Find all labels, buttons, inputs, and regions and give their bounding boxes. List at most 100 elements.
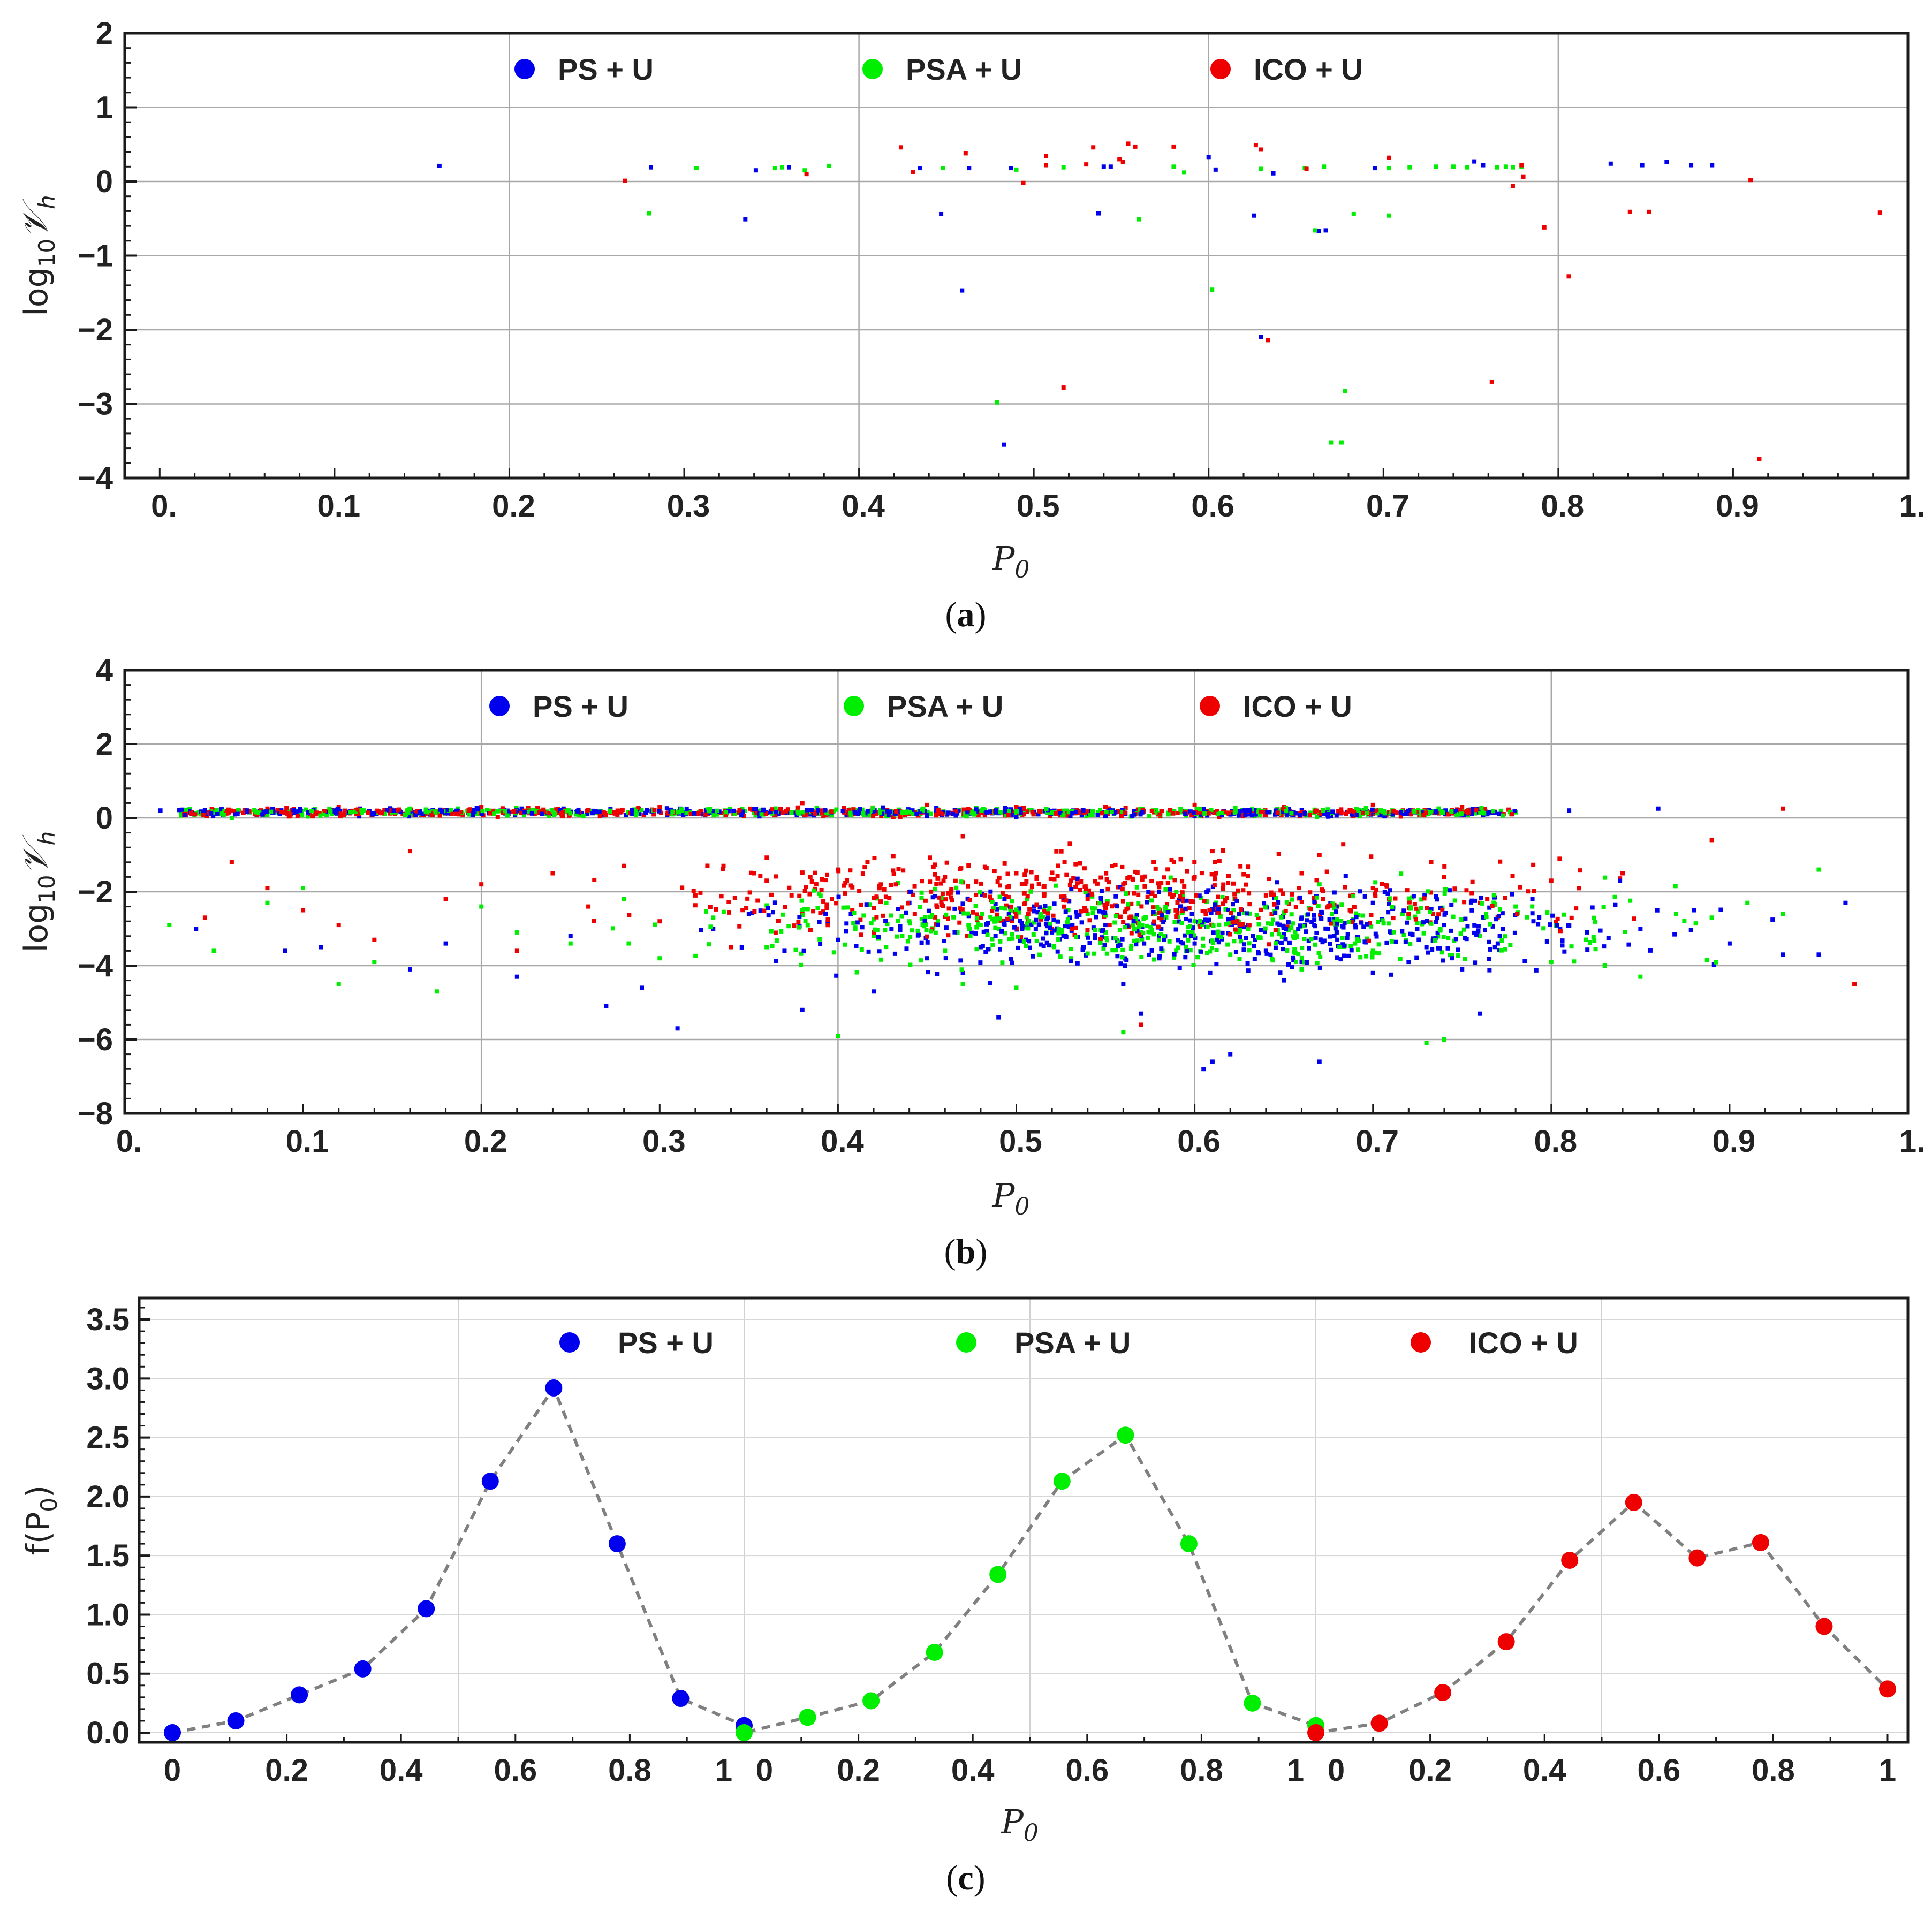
scatter-point <box>1332 934 1337 938</box>
scatter-point <box>814 882 819 887</box>
scatter-point <box>786 924 791 929</box>
scatter-point <box>1210 849 1215 854</box>
scatter-point <box>1061 813 1066 818</box>
scatter-point <box>874 894 879 899</box>
scatter-point <box>941 809 946 814</box>
scatter-point <box>817 920 822 924</box>
scatter-point <box>1382 814 1387 819</box>
scatter-point <box>1351 894 1355 899</box>
scatter-point <box>851 921 856 925</box>
y-tick-label: −8 <box>78 1096 113 1131</box>
scatter-point <box>1098 940 1103 945</box>
scatter-point <box>201 813 206 817</box>
scatter-point <box>933 886 937 891</box>
scatter-point <box>1426 950 1430 955</box>
scatter-point <box>1379 882 1384 886</box>
scatter-point <box>1399 871 1404 876</box>
scatter-point <box>1143 915 1148 920</box>
scatter-point <box>1200 920 1204 925</box>
scatter-point <box>1113 894 1118 899</box>
scatter-point <box>1171 144 1176 149</box>
y-tick-label: 3.0 <box>86 1361 130 1396</box>
scatter-point <box>1348 944 1353 948</box>
scatter-point <box>1148 925 1153 930</box>
scatter-point <box>1252 213 1256 218</box>
scatter-point <box>1192 933 1196 938</box>
scatter-point <box>708 905 713 909</box>
scatter-point <box>1567 808 1572 813</box>
scatter-point <box>1277 922 1282 927</box>
scatter-point <box>789 893 794 898</box>
x-tick-label: 0.4 <box>1523 1753 1566 1788</box>
scatter-point <box>974 912 979 917</box>
scatter-point <box>1014 167 1019 172</box>
scatter-point <box>926 970 930 975</box>
scatter-point <box>241 810 246 815</box>
scatter-point <box>1117 157 1122 162</box>
scatter-point <box>1256 916 1261 921</box>
scatter-point <box>889 927 894 931</box>
data-point <box>1053 1473 1071 1490</box>
scatter-point <box>935 972 940 976</box>
scatter-point <box>800 801 805 806</box>
scatter-point <box>753 813 758 818</box>
scatter-point <box>1638 974 1643 979</box>
scatter-point <box>893 811 898 816</box>
scatter-point <box>1214 962 1219 967</box>
scatter-point <box>1043 904 1048 908</box>
scatter-point <box>1233 916 1238 921</box>
scatter-point <box>1429 921 1434 926</box>
scatter-point <box>1022 901 1027 906</box>
scatter-point <box>541 807 546 812</box>
legend-label: PS + U <box>533 689 628 723</box>
scatter-point <box>630 808 634 813</box>
scatter-point <box>1199 871 1204 876</box>
scatter-point <box>772 813 777 817</box>
scatter-point <box>1080 947 1085 952</box>
scatter-point <box>779 929 784 934</box>
scatter-point <box>1497 811 1502 816</box>
scatter-point <box>359 808 364 813</box>
scatter-point <box>708 924 713 929</box>
scatter-point <box>1131 919 1136 923</box>
scatter-point <box>793 947 798 952</box>
scatter-point <box>1433 810 1438 815</box>
data-point <box>291 1686 308 1704</box>
scatter-point <box>1149 808 1154 813</box>
scatter-point <box>1370 802 1375 807</box>
scatter-point <box>1156 881 1161 886</box>
scatter-point <box>1714 960 1718 965</box>
scatter-point <box>848 810 853 815</box>
scatter-point <box>1108 164 1113 169</box>
scatter-point <box>1267 877 1271 882</box>
scatter-point <box>519 810 524 815</box>
scatter-point <box>1103 813 1108 818</box>
scatter-point <box>778 807 783 812</box>
scatter-point <box>1338 957 1343 962</box>
scatter-point <box>1232 939 1237 944</box>
scatter-point <box>1428 909 1433 914</box>
scatter-point <box>480 811 484 816</box>
scatter-point <box>1002 442 1006 447</box>
scatter-point <box>501 810 505 815</box>
x-tick-label: 0.7 <box>1366 489 1410 523</box>
scatter-point <box>903 813 907 817</box>
scatter-point <box>963 811 967 816</box>
scatter-point <box>1319 916 1324 921</box>
scatter-point <box>818 893 823 898</box>
scatter-point <box>802 889 807 893</box>
scatter-point <box>939 900 944 905</box>
scatter-point <box>1084 908 1089 913</box>
scatter-point <box>1548 922 1552 927</box>
scatter-point <box>925 802 929 807</box>
scatter-point <box>1382 890 1387 894</box>
y-tick-label: 4 <box>96 653 113 688</box>
x-tick-label: 0.2 <box>265 1753 308 1788</box>
scatter-point <box>1048 921 1052 926</box>
scatter-point <box>1263 893 1268 898</box>
legend-label: PSA + U <box>906 52 1022 86</box>
scatter-point <box>1316 951 1321 955</box>
scatter-point <box>1189 930 1194 935</box>
scatter-point <box>978 923 983 928</box>
scatter-point <box>1192 802 1197 807</box>
